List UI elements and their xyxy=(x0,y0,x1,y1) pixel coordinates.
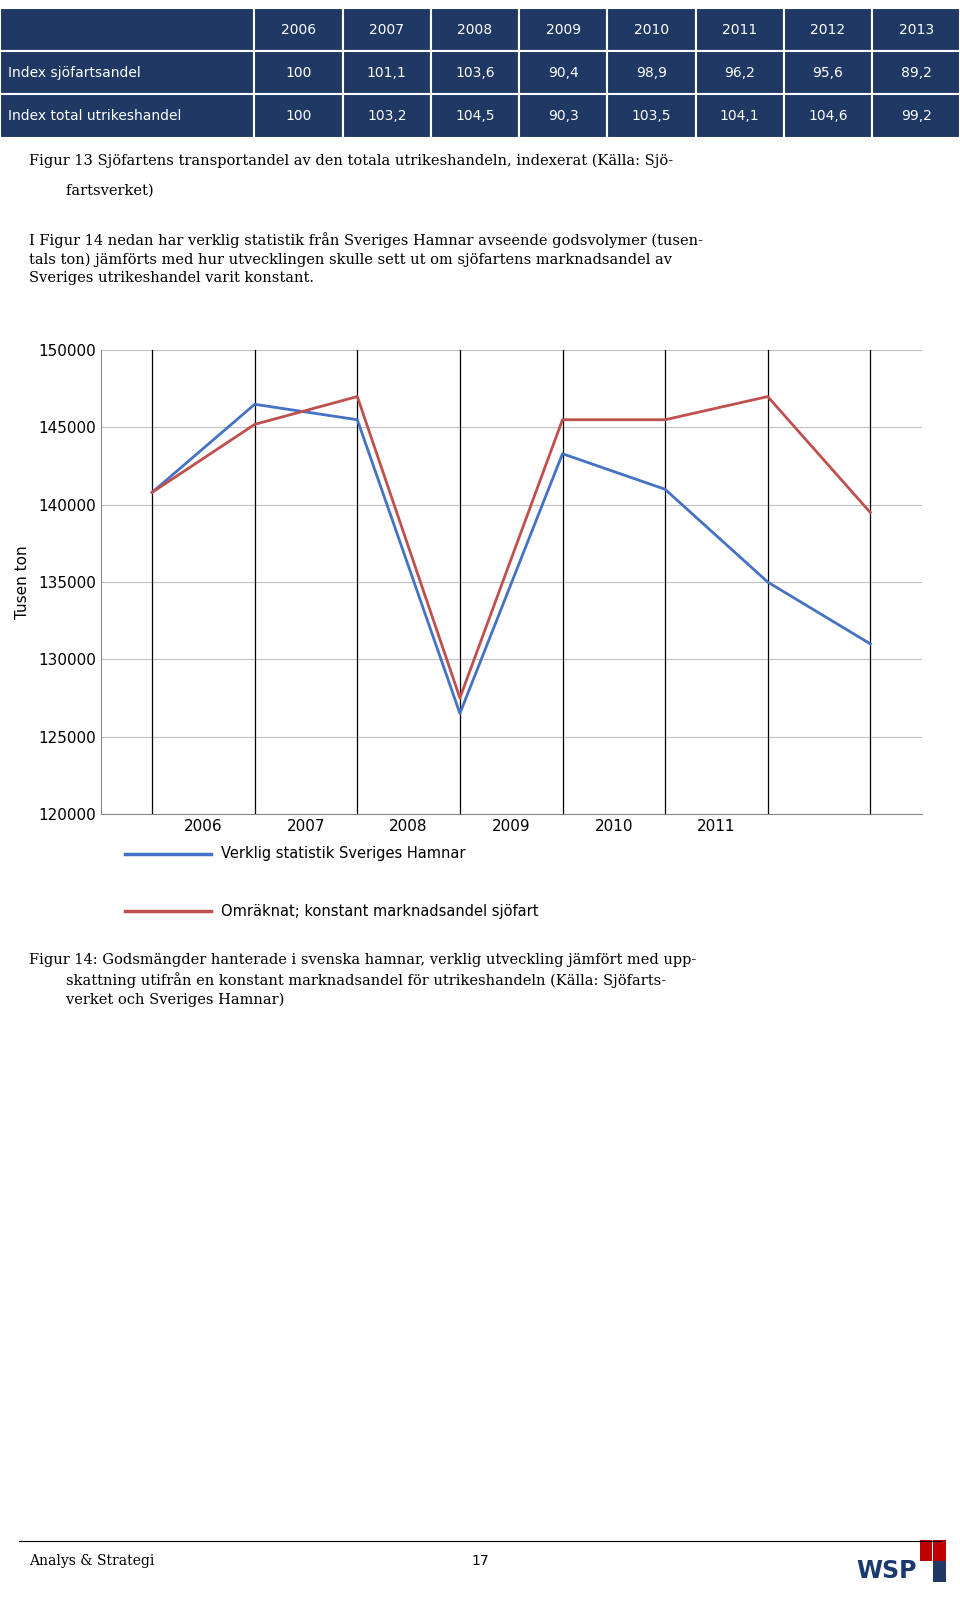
Text: 17: 17 xyxy=(471,1554,489,1567)
Text: 104,6: 104,6 xyxy=(808,109,848,123)
Text: 100: 100 xyxy=(285,109,312,123)
FancyBboxPatch shape xyxy=(431,51,519,94)
FancyBboxPatch shape xyxy=(254,8,343,51)
FancyBboxPatch shape xyxy=(608,51,695,94)
Text: Verklig statistik Sveriges Hamnar: Verklig statistik Sveriges Hamnar xyxy=(221,846,466,862)
Text: Omräknat; konstant marknadsandel sjöfart: Omräknat; konstant marknadsandel sjöfart xyxy=(221,903,539,919)
Text: 2007: 2007 xyxy=(370,22,404,37)
Text: 101,1: 101,1 xyxy=(367,66,407,80)
Text: 103,5: 103,5 xyxy=(632,109,671,123)
Text: 2008: 2008 xyxy=(457,22,492,37)
FancyBboxPatch shape xyxy=(695,51,783,94)
Text: Figur 13 Sjöfartens transportandel av den totala utrikeshandeln, indexerat (Käll: Figur 13 Sjöfartens transportandel av de… xyxy=(29,154,673,168)
Text: Index sjöfartsandel: Index sjöfartsandel xyxy=(8,66,140,80)
Text: 95,6: 95,6 xyxy=(812,66,843,80)
Text: WSP: WSP xyxy=(856,1559,917,1583)
Text: 103,6: 103,6 xyxy=(455,66,494,80)
FancyBboxPatch shape xyxy=(0,8,254,51)
Text: 90,3: 90,3 xyxy=(548,109,579,123)
FancyBboxPatch shape xyxy=(431,94,519,138)
Text: 104,1: 104,1 xyxy=(720,109,759,123)
Text: 90,4: 90,4 xyxy=(548,66,579,80)
Text: 103,2: 103,2 xyxy=(367,109,406,123)
Y-axis label: Tusen ton: Tusen ton xyxy=(14,545,30,619)
FancyBboxPatch shape xyxy=(343,51,431,94)
Text: 98,9: 98,9 xyxy=(636,66,667,80)
Text: 2006: 2006 xyxy=(281,22,316,37)
Text: fartsverket): fartsverket) xyxy=(29,184,154,198)
Text: 99,2: 99,2 xyxy=(900,109,931,123)
Text: 2009: 2009 xyxy=(545,22,581,37)
Bar xyxy=(933,1540,946,1561)
Text: Figur 14: Godsmängder hanterade i svenska hamnar, verklig utveckling jämfört med: Figur 14: Godsmängder hanterade i svensk… xyxy=(29,953,696,1007)
Text: 89,2: 89,2 xyxy=(900,66,931,80)
Text: I Figur 14 nedan har verklig statistik från Sveriges Hamnar avseende godsvolymer: I Figur 14 nedan har verklig statistik f… xyxy=(29,232,703,285)
FancyBboxPatch shape xyxy=(872,94,960,138)
FancyBboxPatch shape xyxy=(695,8,783,51)
FancyBboxPatch shape xyxy=(872,51,960,94)
Text: 96,2: 96,2 xyxy=(724,66,756,80)
FancyBboxPatch shape xyxy=(695,94,783,138)
FancyBboxPatch shape xyxy=(254,94,343,138)
FancyBboxPatch shape xyxy=(254,51,343,94)
Text: 2012: 2012 xyxy=(810,22,846,37)
Text: Index total utrikeshandel: Index total utrikeshandel xyxy=(8,109,181,123)
FancyBboxPatch shape xyxy=(783,94,872,138)
Bar xyxy=(920,1540,932,1561)
Text: 2011: 2011 xyxy=(722,22,757,37)
Text: 2013: 2013 xyxy=(899,22,934,37)
FancyBboxPatch shape xyxy=(783,8,872,51)
FancyBboxPatch shape xyxy=(431,8,519,51)
Text: 104,5: 104,5 xyxy=(455,109,494,123)
Bar xyxy=(933,1561,946,1581)
FancyBboxPatch shape xyxy=(0,51,254,94)
FancyBboxPatch shape xyxy=(608,8,695,51)
Text: 2010: 2010 xyxy=(634,22,669,37)
FancyBboxPatch shape xyxy=(872,8,960,51)
FancyBboxPatch shape xyxy=(519,51,608,94)
FancyBboxPatch shape xyxy=(608,94,695,138)
Text: Analys & Strategi: Analys & Strategi xyxy=(29,1554,155,1567)
FancyBboxPatch shape xyxy=(519,8,608,51)
FancyBboxPatch shape xyxy=(519,94,608,138)
FancyBboxPatch shape xyxy=(343,8,431,51)
FancyBboxPatch shape xyxy=(0,94,254,138)
FancyBboxPatch shape xyxy=(783,51,872,94)
Text: 100: 100 xyxy=(285,66,312,80)
FancyBboxPatch shape xyxy=(343,94,431,138)
